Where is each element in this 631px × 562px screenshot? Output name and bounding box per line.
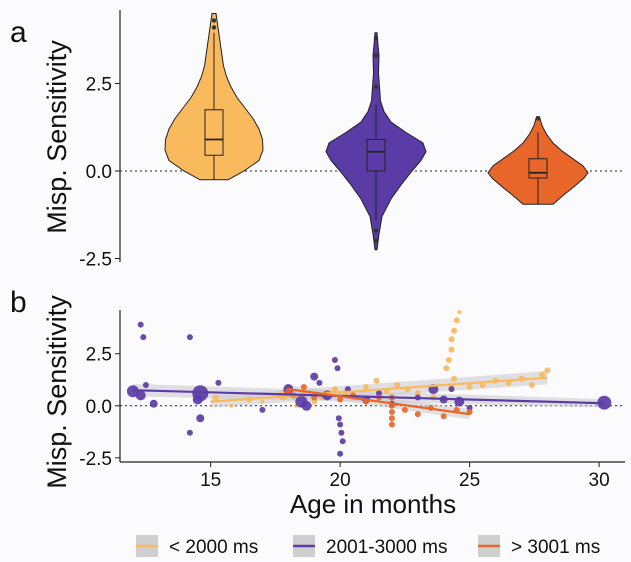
scatter-point [212, 394, 219, 401]
scatter-point [149, 399, 158, 408]
scatter-point [186, 429, 193, 436]
scatter-point [337, 421, 344, 428]
boxplot-box [204, 109, 224, 156]
scatter-point [466, 384, 473, 390]
boxplot-outlier-point [373, 53, 379, 58]
scatter-point [451, 327, 458, 334]
scatter-point [186, 334, 193, 341]
scatter-point [334, 365, 341, 372]
scatter-point [388, 415, 395, 422]
scatter-point [388, 421, 395, 428]
scatter-point [597, 395, 612, 410]
scatter-point [344, 386, 351, 393]
scatter-point [414, 390, 421, 397]
scatter-point [337, 450, 344, 457]
boxplot-outlier-point [211, 18, 217, 23]
scatter-point [445, 357, 452, 363]
scatter-point [448, 336, 455, 343]
panel-b-x-tick-label: 15 [200, 470, 221, 491]
scatter-point [339, 438, 346, 445]
panel-a-violin-plot: -2.5 0.0 2.5 [79, 10, 625, 271]
panel-b-x-tick-label: 20 [330, 470, 351, 491]
panel-a-y-tick-label: 2.5 [86, 75, 112, 96]
scatter-point [479, 382, 486, 388]
legend-entry-label: > 3001 ms [511, 537, 600, 558]
scatter-point [363, 384, 369, 390]
regression-fit-line [210, 376, 548, 403]
scatter-point [331, 357, 338, 363]
boxplot-outlier-point [373, 238, 379, 244]
scatter-point [373, 377, 380, 384]
scatter-point [301, 400, 312, 411]
scatter-point [229, 403, 234, 408]
scatter-point [466, 404, 473, 411]
scatter-point [140, 334, 147, 341]
scatter-point [414, 411, 421, 418]
scatter-point [335, 415, 342, 422]
scatter-point [260, 399, 265, 404]
scatter-point [137, 321, 144, 328]
panel-b-x-axis-title: Age in months [290, 489, 456, 519]
legend: < 2000 ms 2001-3000 ms > 3001 ms [136, 535, 600, 558]
scatter-point [259, 406, 266, 413]
panel-b-scatter-plot: -2.5 0.0 2.5 15 20 25 30 [79, 310, 625, 491]
scatter-point [448, 346, 455, 353]
scatter-point [215, 379, 222, 386]
scatter-point [311, 398, 318, 405]
scatter-point [394, 382, 401, 388]
boxplot-outlier-point [373, 35, 379, 41]
violin-shape [325, 32, 427, 251]
legend-entry-label: 2001-3000 ms [326, 537, 447, 558]
regression-fit-line [132, 389, 605, 405]
panel-b-y-tick-label: 2.5 [86, 345, 112, 366]
scatter-point [338, 429, 345, 436]
scatter-point [337, 396, 344, 403]
scatter-point [528, 382, 535, 388]
scatter-point [448, 386, 455, 393]
scatter-point [192, 394, 203, 405]
scatter-point [453, 317, 460, 324]
panel-b-y-axis-title: Misp. Sensitivity [42, 295, 72, 489]
scatter-point [135, 390, 146, 401]
boxplot-outlier-point [373, 84, 379, 90]
boxplot-outlier-point [535, 116, 541, 121]
scatter-point [539, 371, 546, 378]
scatter-point [443, 365, 450, 372]
scatter-point [331, 386, 338, 393]
panel-a-y-tick-label: 0.0 [86, 162, 112, 183]
regression-fit-line [288, 388, 470, 416]
panel-b-y-tick-label: -2.5 [79, 449, 112, 470]
panel-a-label: a [10, 16, 27, 49]
boxplot-box [366, 139, 386, 172]
scatter-point [401, 406, 408, 413]
panel-a-y-tick-label: -2.5 [79, 250, 112, 271]
scatter-point [316, 379, 323, 386]
scatter-point [142, 382, 149, 388]
legend-entry-label: < 2000 ms [169, 537, 258, 558]
panel-a-y-axis-title: Misp. Sensitivity [42, 40, 72, 234]
panel-b-label: b [10, 286, 27, 319]
scatter-point [457, 310, 462, 315]
panel-b-y-tick-label: 0.0 [86, 397, 112, 418]
scatter-point [440, 413, 447, 420]
scatter-point [310, 372, 319, 381]
scatter-point [376, 390, 382, 397]
violin-shape [487, 116, 589, 205]
boxplot-box [528, 158, 548, 179]
scatter-point [388, 409, 395, 415]
scatter-point [451, 375, 458, 382]
panel-b-x-tick-label: 30 [589, 470, 610, 491]
scatter-point [544, 367, 551, 374]
panel-b-x-tick-label: 25 [459, 470, 480, 491]
scatter-point [300, 384, 307, 390]
scatter-point [196, 414, 205, 423]
boxplot-outlier-point [373, 228, 379, 233]
boxplot-outlier-point [211, 25, 217, 30]
